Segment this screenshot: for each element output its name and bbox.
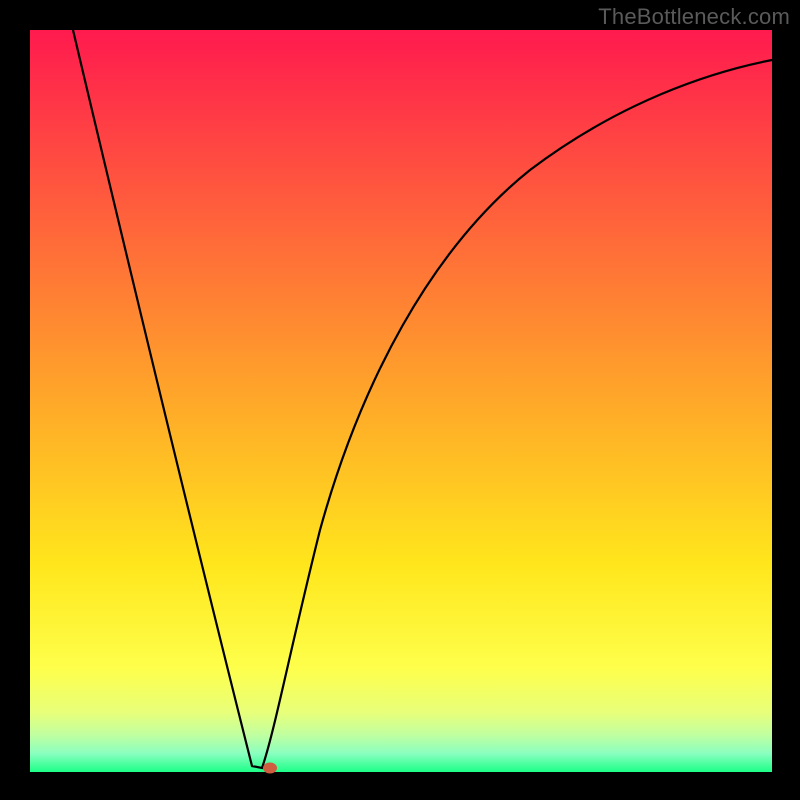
watermark-text: TheBottleneck.com (598, 4, 790, 30)
chart-frame: TheBottleneck.com (0, 0, 800, 800)
curve-path (73, 30, 772, 768)
plot-area (30, 30, 772, 772)
bottleneck-curve (30, 30, 772, 772)
optimal-point-marker (263, 762, 277, 773)
